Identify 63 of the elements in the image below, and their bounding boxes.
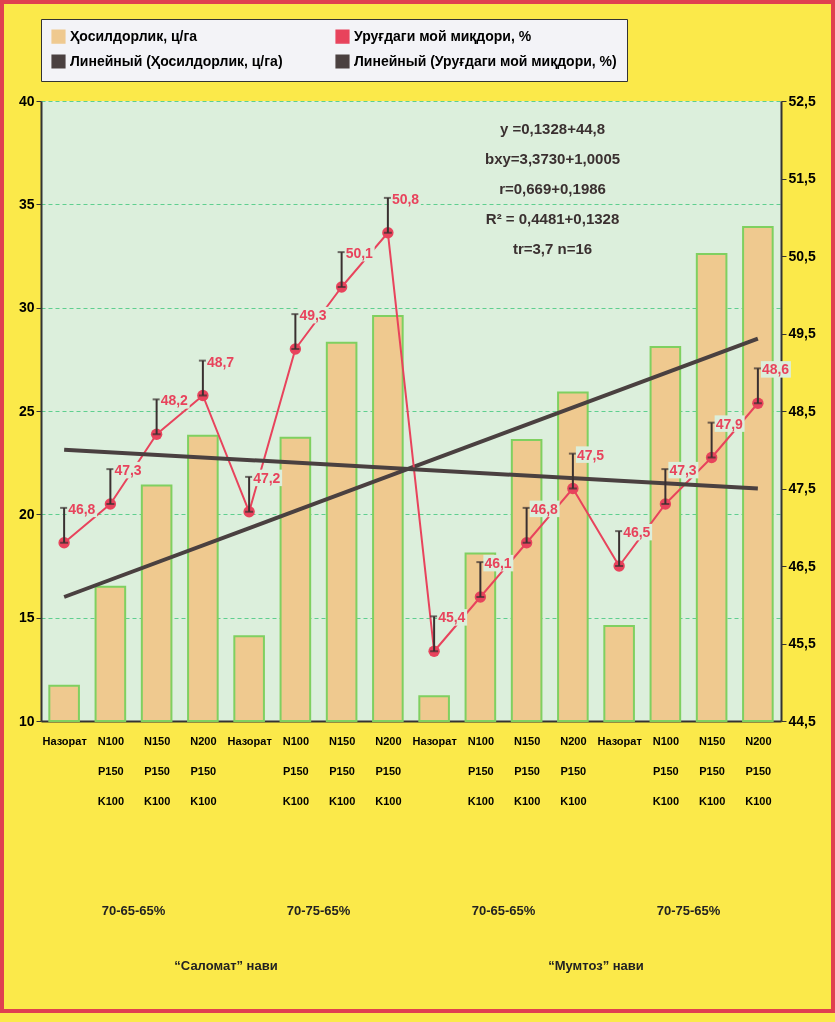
y-tick-label: 20 — [18, 505, 35, 522]
data-label: 46,8 — [68, 500, 96, 517]
x-tick-label: Назорат — [412, 734, 458, 747]
y2-tick-label: 46,5 — [788, 557, 816, 574]
category-label: N100 P150 K100 — [282, 734, 310, 807]
category-label: N100 P150 K100 — [97, 734, 125, 807]
legend-label: Линейный (Уруғдаги мой миқдори, %) — [354, 52, 617, 69]
y2-tick-label: 47,5 — [788, 480, 816, 496]
category-label: N200 P150 K100 — [190, 734, 217, 807]
annotation: R² = 0,4481+0,1328 — [485, 210, 620, 227]
category-label: N150 P150 K100 — [143, 734, 171, 807]
category-label: N150 P150 K100 — [698, 734, 726, 807]
annotation: r=0,669+0,1986 — [499, 180, 606, 197]
text: 70-65-65% — [101, 903, 166, 918]
category-label: N150 P150 K100 — [328, 734, 356, 807]
category-label: N200 P150 K100 — [375, 734, 402, 807]
data-label: 48,2 — [160, 392, 189, 409]
legend-label: Ҳосилдорлик, ц/га — [70, 27, 198, 44]
category-label: N200 P150 K100 — [560, 734, 587, 807]
x-tick-label: Назорат — [227, 734, 273, 747]
data-label: 48,7 — [206, 353, 235, 370]
data-label: 50,8 — [391, 190, 420, 207]
text: 70-75-65% — [286, 903, 351, 918]
data-label: 47,3 — [669, 462, 697, 479]
annotation: bxy=3,3730+1,0005 — [484, 150, 621, 167]
y2-tick-label: 50,5 — [788, 247, 816, 264]
y2-tick-label: 52,5 — [788, 92, 816, 109]
data-label: 47,3 — [114, 462, 142, 479]
y-tick-label: 35 — [18, 195, 35, 212]
legend-label: Линейный (Ҳосилдорлик, ц/га) — [70, 52, 283, 69]
category-label: N100 P150 K100 — [652, 734, 680, 807]
category-label: N100 P150 K100 — [467, 734, 495, 807]
category-label: N200 P150 K100 — [745, 734, 772, 807]
data-label: 46,5 — [623, 524, 651, 541]
category-label: N150 P150 K100 — [513, 734, 541, 807]
annotation: y =0,1328+44,8 — [499, 120, 606, 137]
y-tick-label: 15 — [18, 609, 35, 626]
data-label: 48,6 — [761, 361, 790, 378]
data-label: 50,1 — [345, 245, 374, 262]
data-label: 47,5 — [576, 446, 605, 463]
y-tick-label: 25 — [18, 402, 35, 419]
y2-tick-label: 45,5 — [788, 635, 816, 651]
y-tick-label: 10 — [18, 712, 35, 729]
annotation: tr=3,7 n=16 — [512, 240, 593, 257]
data-label: 47,9 — [715, 415, 744, 432]
y2-tick-label: 49,5 — [788, 325, 816, 341]
data-label: 45,4 — [438, 609, 466, 626]
text: 70-65-65% — [471, 903, 536, 918]
y2-tick-label: 44,5 — [788, 712, 816, 729]
y-tick-label: 40 — [18, 92, 35, 109]
text: “Мумтоз” нави — [548, 958, 644, 973]
text: 70-75-65% — [656, 903, 721, 918]
x-tick-label: Назорат — [597, 734, 643, 747]
data-label: 49,3 — [299, 307, 327, 324]
data-label: 46,1 — [484, 555, 512, 572]
y-tick-label: 30 — [18, 299, 35, 316]
text: “Саломат” нави — [174, 958, 278, 973]
data-label: 47,2 — [253, 469, 281, 486]
legend-label: Уруғдаги мой миқдори, % — [354, 27, 532, 44]
y2-tick-label: 51,5 — [788, 170, 816, 186]
y2-tick-label: 48,5 — [788, 402, 816, 419]
data-label: 46,8 — [530, 500, 559, 517]
x-tick-label: Назорат — [42, 734, 88, 747]
